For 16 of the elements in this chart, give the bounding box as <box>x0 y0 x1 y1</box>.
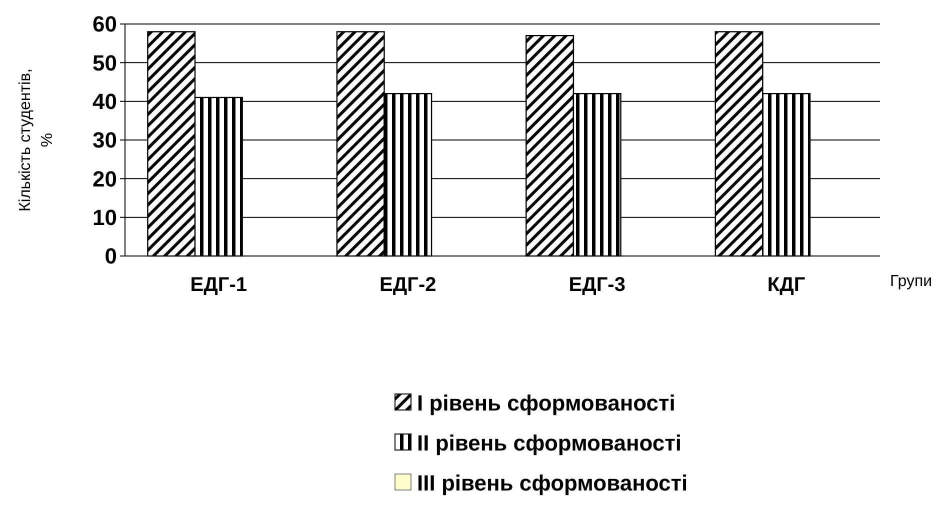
y-tick-label: 20 <box>92 166 117 192</box>
x-tick-label: КДГ <box>767 274 806 296</box>
x-tick-label: ЕДГ-2 <box>380 274 436 296</box>
y-axis-title: Кількість студентів, % <box>17 68 56 212</box>
y-tick-label: 40 <box>92 89 117 114</box>
y-tick-label: 30 <box>92 128 117 153</box>
y-tick-label: 60 <box>92 12 117 37</box>
y-tick-label: 0 <box>104 244 117 269</box>
legend-label: ІІ рівень сформованості <box>417 430 682 456</box>
y-tick-label: 10 <box>92 205 117 230</box>
legend-label: ІІІ рівень сформованості <box>417 470 688 496</box>
x-tick-label: ЕДГ-1 <box>190 274 248 296</box>
x-axis-title: Групи <box>890 273 932 290</box>
x-tick-label: ЕДГ-3 <box>568 274 626 296</box>
legend-label: І рівень сформованості <box>417 390 676 416</box>
y-tick-label: 50 <box>92 50 117 76</box>
